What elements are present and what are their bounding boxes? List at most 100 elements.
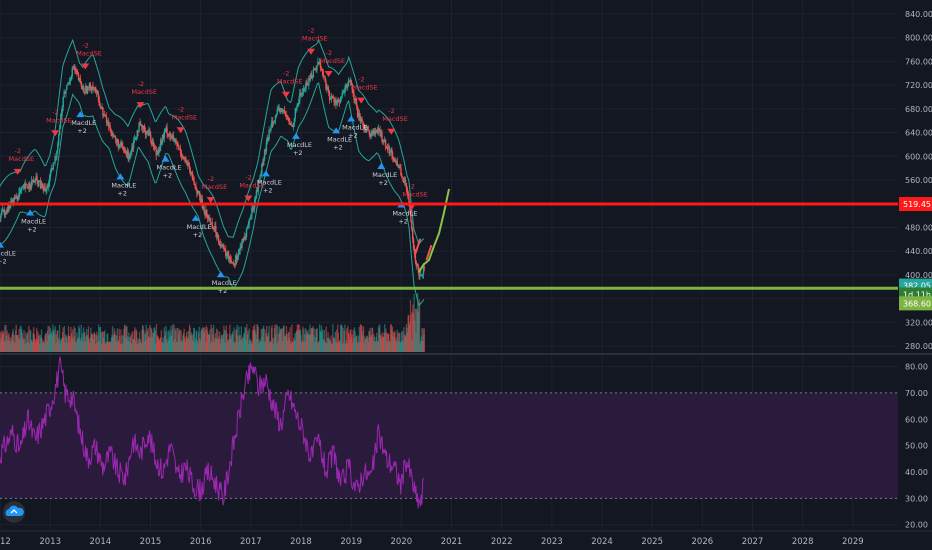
candle-body — [87, 86, 90, 88]
price-tick-label: 720.00 — [905, 81, 932, 90]
candle-body — [298, 99, 300, 104]
candle-body — [52, 162, 54, 170]
candle-body — [403, 179, 406, 183]
candle-body — [226, 251, 229, 255]
candle-body — [85, 85, 88, 94]
candle-body — [57, 135, 60, 145]
candle-body — [81, 86, 83, 90]
tradingview-cloud-icon — [3, 501, 25, 523]
candle-body — [216, 232, 218, 238]
candle-body — [376, 130, 379, 134]
candle-body — [178, 146, 180, 149]
volume-bar — [121, 335, 123, 352]
candle-body — [171, 135, 174, 137]
candle-body — [55, 156, 57, 158]
candle-body — [354, 98, 356, 100]
candle-body — [399, 166, 401, 168]
candle-body — [223, 245, 225, 249]
candle-body — [326, 87, 328, 90]
candle-body — [368, 130, 371, 135]
candle-body — [423, 267, 426, 269]
candle-body — [395, 161, 398, 163]
candle-body — [272, 121, 275, 124]
candle-body — [319, 61, 322, 69]
candle-body — [69, 79, 72, 81]
long-signal-label: MacdLE — [0, 250, 16, 258]
short-signal-arrow — [206, 197, 215, 203]
short-signal-label: MacdSE — [302, 35, 328, 43]
short-signal-label: MacdSE — [9, 155, 35, 163]
candle-body — [104, 115, 107, 118]
price-tick-label: 480.00 — [905, 223, 932, 232]
time-tick-label: 2027 — [742, 537, 764, 547]
candle-body — [200, 199, 203, 203]
candle-body — [204, 210, 206, 216]
candle-body — [215, 226, 217, 233]
candle-body — [421, 274, 423, 276]
volume-bars — [0, 293, 426, 352]
time-tick-label: 2017 — [240, 537, 262, 547]
candle-body — [38, 181, 40, 186]
short-signal-label: MacdSE — [172, 113, 198, 121]
short-signal-badge: -2 — [308, 27, 314, 35]
candle-body — [259, 175, 261, 180]
candle-body — [14, 197, 17, 200]
candle-body — [290, 124, 292, 126]
long-signal-label: MacdLE — [327, 135, 352, 143]
short-signal-arrow — [176, 127, 185, 134]
short-signal-badge: -2 — [82, 42, 88, 50]
volume-bar — [268, 325, 270, 352]
candle-body — [282, 109, 285, 112]
candle-body — [63, 91, 65, 97]
candle-body — [170, 135, 173, 138]
candle-body — [250, 214, 252, 218]
candle-body — [300, 92, 303, 95]
candle-body — [274, 116, 277, 121]
volume-bar — [335, 329, 338, 352]
candle-body — [141, 124, 143, 128]
short-signal-badge: -2 — [208, 175, 214, 183]
candle-body — [339, 98, 342, 103]
short-signal-label: MacdSE — [131, 88, 157, 96]
candle-body — [113, 135, 115, 137]
time-tick-label: 2023 — [541, 537, 563, 547]
candle-body — [300, 92, 302, 95]
candle-body — [349, 79, 352, 82]
candle-body — [332, 96, 334, 98]
candle-body — [294, 108, 296, 119]
candle-body — [195, 185, 197, 190]
candle-body — [92, 86, 94, 89]
candle-body — [105, 117, 108, 123]
candle-body — [138, 122, 140, 132]
candle-body — [374, 130, 376, 134]
candle-body — [46, 186, 48, 191]
candle-body — [132, 147, 134, 149]
candle-body — [100, 107, 102, 109]
candle-body — [163, 131, 166, 138]
candle-body — [35, 176, 37, 179]
rsi-tick-label: 20.00 — [905, 521, 928, 530]
candle-body — [406, 188, 408, 192]
short-signal-label: MacdSE — [239, 182, 265, 190]
candle-body — [287, 117, 289, 119]
candle-body — [310, 74, 313, 78]
candle-body — [7, 203, 9, 212]
short-signal-label: MacdSE — [352, 84, 378, 92]
candle-body — [17, 196, 19, 199]
candle-body — [12, 197, 15, 205]
candle-body — [372, 130, 374, 134]
short-signal-arrow — [136, 102, 145, 109]
candle-body — [111, 133, 113, 136]
candle-body — [214, 226, 216, 229]
candle-body — [194, 184, 196, 186]
rsi-tick-label: 60.00 — [905, 415, 928, 424]
candle-body — [164, 129, 166, 132]
candle-body — [95, 90, 98, 93]
volume-bar — [120, 329, 122, 352]
candle-body — [237, 252, 240, 258]
resistance-price-label: 519.45 — [903, 200, 931, 209]
candle-body — [99, 105, 101, 108]
candle-body — [327, 89, 330, 93]
candle-body — [27, 186, 29, 188]
